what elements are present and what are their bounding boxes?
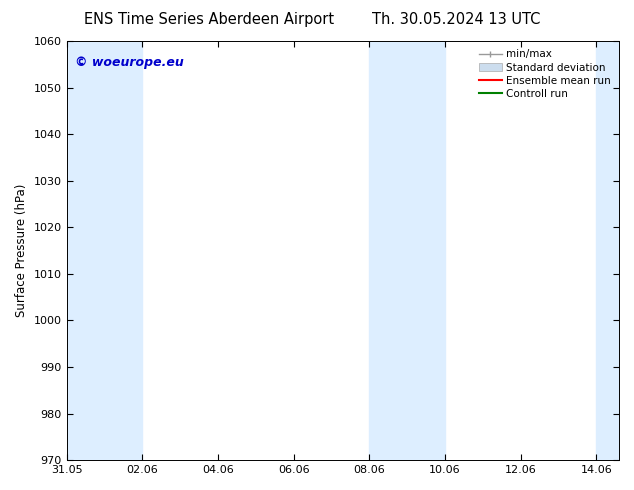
Bar [369,41,445,460]
Text: © woeurope.eu: © woeurope.eu [75,56,184,69]
Legend: min/max, Standard deviation, Ensemble mean run, Controll run: min/max, Standard deviation, Ensemble me… [476,46,614,102]
Text: Th. 30.05.2024 13 UTC: Th. 30.05.2024 13 UTC [372,12,541,27]
Y-axis label: Surface Pressure (hPa): Surface Pressure (hPa) [15,184,28,318]
Text: ENS Time Series Aberdeen Airport: ENS Time Series Aberdeen Airport [84,12,334,27]
Bar [67,41,142,460]
Bar [597,41,619,460]
